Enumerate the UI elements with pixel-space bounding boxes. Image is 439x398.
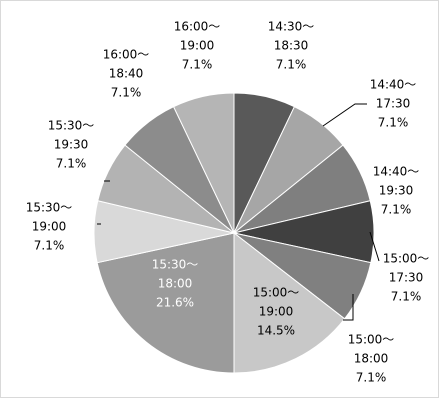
slice-label-line: 19:30 <box>54 138 89 152</box>
slice-label-line: 17:30 <box>389 271 424 285</box>
slice-label: 14:40～ 19:30 7.1% <box>373 165 420 217</box>
pie-slice <box>96 232 235 374</box>
slice-label: 16:00～ 19:00 7.1% <box>174 20 221 72</box>
slice-label-line: 19:30 <box>379 184 414 198</box>
slice-label: 15:00～ 18:00 7.1% <box>348 333 395 385</box>
slice-label-line: 7.1% <box>381 203 412 217</box>
slice-label-line: 18:00 <box>354 352 389 366</box>
slice-label: 16:00～ 18:40 7.1% <box>103 48 150 100</box>
slice-label-line: 16:00～ <box>103 48 150 62</box>
slice-label-line: 14.5% <box>257 324 295 338</box>
slice-label-line: 14:30～ <box>268 20 315 34</box>
slice-label-line: 19:00 <box>32 220 67 234</box>
slice-label: 15:00～ 19:00 14.5% <box>253 286 300 338</box>
slice-label: 15:30～ 19:00 7.1% <box>26 201 73 253</box>
slice-label-line: 15:00～ <box>383 252 430 266</box>
slice-label-line: 15:30～ <box>26 201 73 215</box>
slice-label-line: 7.1% <box>111 86 142 100</box>
leader-line <box>369 231 380 262</box>
slice-label-line: 7.1% <box>356 371 387 385</box>
slice-labels: 14:30～ 18:30 7.1% 14:40～ 17:30 7.1% 14:40～ 19:3… <box>26 20 430 385</box>
slice-label-line: 7.1% <box>182 58 213 72</box>
leader-lines <box>97 103 380 321</box>
slice-label-line: 15:00～ <box>253 286 300 300</box>
leader-line <box>343 294 354 321</box>
slice-label: 15:30～ 18:00 21.6% <box>152 258 199 310</box>
pie-slice <box>233 231 346 374</box>
slice-label-line: 7.1% <box>276 58 307 72</box>
slice-label: 14:30～ 18:30 7.1% <box>268 20 315 72</box>
slice-label-line: 18:00 <box>158 277 193 291</box>
slice-label-line: 19:00 <box>259 305 294 319</box>
slice-label: 15:00～ 17:30 7.1% <box>383 252 430 304</box>
slice-label-line: 7.1% <box>391 290 422 304</box>
slice-label-line: 7.1% <box>34 239 65 253</box>
leader-line <box>322 103 367 127</box>
slice-label-line: 17:30 <box>376 97 411 111</box>
slice-label-line: 19:00 <box>180 39 215 53</box>
slice-label-line: 15:00～ <box>348 333 395 347</box>
slice-label: 14:40～ 17:30 7.1% <box>370 78 417 130</box>
slice-label-line: 15:30～ <box>152 258 199 272</box>
slice-label: 15:30～ 19:30 7.1% <box>48 119 95 171</box>
slice-label-line: 7.1% <box>56 157 87 171</box>
slice-label-line: 14:40～ <box>373 165 420 179</box>
slice-label-line: 18:40 <box>109 67 144 81</box>
slice-label-line: 21.6% <box>156 296 194 310</box>
pie-slice <box>172 92 235 234</box>
slice-label-line: 15:30～ <box>48 119 95 133</box>
slice-label-line: 14:40～ <box>370 78 417 92</box>
pie-slices <box>93 92 375 374</box>
slice-label-line: 7.1% <box>378 116 409 130</box>
slice-label-line: 18:30 <box>274 39 309 53</box>
slice-label-line: 16:00～ <box>174 20 221 34</box>
